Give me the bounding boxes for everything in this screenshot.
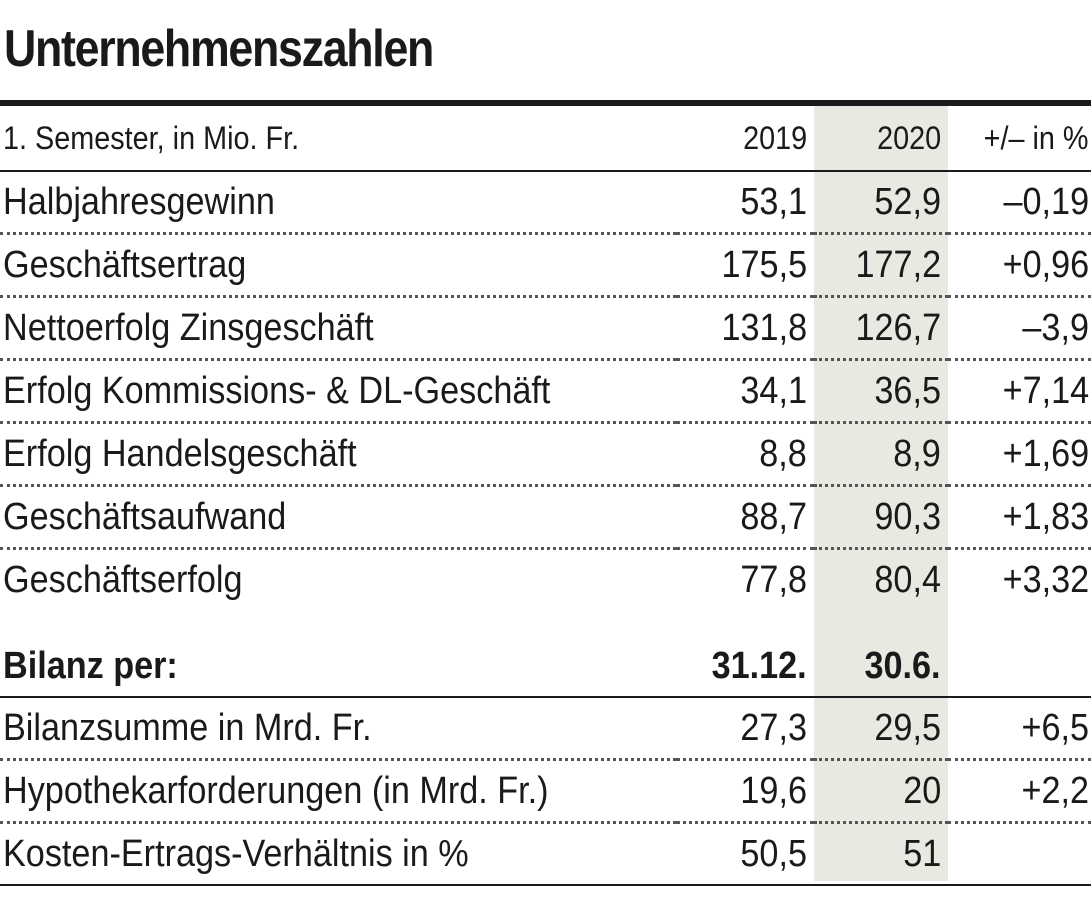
row-label: Geschäftserfolg bbox=[3, 558, 243, 601]
bilanz-header-row: Bilanz per: 31.12. 30.6. bbox=[0, 610, 1091, 698]
table-row: Geschäftsaufwand 88,7 90,3 +1,83 bbox=[0, 485, 1091, 550]
table-title: Unternehmenszahlen bbox=[4, 20, 434, 78]
value-2020: 90,3 bbox=[814, 485, 948, 550]
value-change: +7,14 bbox=[948, 359, 1091, 424]
header-label: 1. Semester, in Mio. Fr. bbox=[0, 106, 676, 172]
table-row: Halbjahresgewinn 53,1 52,9 –0,19 bbox=[0, 171, 1091, 235]
value-2019: 131,8 bbox=[676, 296, 814, 361]
value-2020: 8,9 bbox=[814, 422, 948, 487]
value-2019: 27,3 bbox=[676, 697, 814, 761]
value-change: +1,69 bbox=[948, 422, 1091, 487]
value-change: +1,83 bbox=[948, 485, 1091, 550]
value-2020: 36,5 bbox=[814, 359, 948, 424]
header-row: 1. Semester, in Mio. Fr. 2019 2020 +/– i… bbox=[0, 106, 1091, 172]
value-2020: 29,5 bbox=[814, 697, 948, 761]
value-2019: 50,5 bbox=[676, 822, 814, 886]
value-2019: 77,8 bbox=[740, 558, 807, 601]
row-label: Halbjahresgewinn bbox=[0, 171, 676, 235]
value-change: +3,32 bbox=[1002, 558, 1089, 601]
table-row: Geschäftsertrag 175,5 177,2 +0,96 bbox=[0, 233, 1091, 298]
row-label: Geschäftsaufwand bbox=[0, 485, 676, 550]
header-change: +/– in % bbox=[948, 106, 1091, 172]
value-change: +0,96 bbox=[948, 233, 1091, 298]
value-change bbox=[948, 822, 1091, 886]
header-2020: 2020 bbox=[814, 106, 948, 172]
value-2020: 52,9 bbox=[814, 171, 948, 235]
value-2019: 34,1 bbox=[676, 359, 814, 424]
title-rule bbox=[0, 100, 1091, 106]
header-2019: 2019 bbox=[676, 106, 814, 172]
table-row: Geschäftserfolg 77,8 80,4 +3,32 bbox=[0, 549, 1091, 611]
bilanz-label: Bilanz per: bbox=[0, 610, 676, 698]
row-label: Nettoerfolg Zinsgeschäft bbox=[0, 296, 676, 361]
value-2020: 177,2 bbox=[814, 233, 948, 298]
value-change: –3,9 bbox=[948, 296, 1091, 361]
value-2019: 88,7 bbox=[676, 485, 814, 550]
value-2019: 53,1 bbox=[676, 171, 814, 235]
table-row: Hypothekarforderungen (in Mrd. Fr.) 19,6… bbox=[0, 759, 1091, 824]
row-label: Erfolg Handelsgeschäft bbox=[0, 422, 676, 487]
value-change: –0,19 bbox=[948, 171, 1091, 235]
table-row: Erfolg Handelsgeschäft 8,8 8,9 +1,69 bbox=[0, 422, 1091, 487]
table-row: Nettoerfolg Zinsgeschäft 131,8 126,7 –3,… bbox=[0, 296, 1091, 361]
table-row: Erfolg Kommissions- & DL-Geschäft 34,1 3… bbox=[0, 359, 1091, 424]
value-2020: 20 bbox=[814, 759, 948, 824]
bilanz-date-2020: 30.6. bbox=[814, 610, 948, 698]
table-row: Kosten-Ertrags-Verhältnis in % 50,5 51 bbox=[0, 822, 1091, 886]
row-label: Hypothekarforderungen (in Mrd. Fr.) bbox=[0, 759, 676, 824]
value-2020: 126,7 bbox=[814, 296, 948, 361]
row-label: Erfolg Kommissions- & DL-Geschäft bbox=[0, 359, 676, 424]
value-2019: 175,5 bbox=[676, 233, 814, 298]
value-2020: 51 bbox=[814, 822, 948, 886]
bilanz-date-2019: 31.12. bbox=[676, 610, 814, 698]
row-label: Kosten-Ertrags-Verhältnis in % bbox=[0, 822, 676, 886]
value-2020: 80,4 bbox=[874, 558, 941, 601]
row-label: Geschäftsertrag bbox=[0, 233, 676, 298]
value-change: +2,2 bbox=[948, 759, 1091, 824]
table-row: Bilanzsumme in Mrd. Fr. 27,3 29,5 +6,5 bbox=[0, 697, 1091, 761]
value-2019: 8,8 bbox=[676, 422, 814, 487]
company-figures-table: 1. Semester, in Mio. Fr. 2019 2020 +/– i… bbox=[0, 106, 1091, 886]
bilanz-empty bbox=[948, 610, 1091, 698]
value-2019: 19,6 bbox=[676, 759, 814, 824]
value-change: +6,5 bbox=[948, 697, 1091, 761]
row-label: Bilanzsumme in Mrd. Fr. bbox=[0, 697, 676, 761]
